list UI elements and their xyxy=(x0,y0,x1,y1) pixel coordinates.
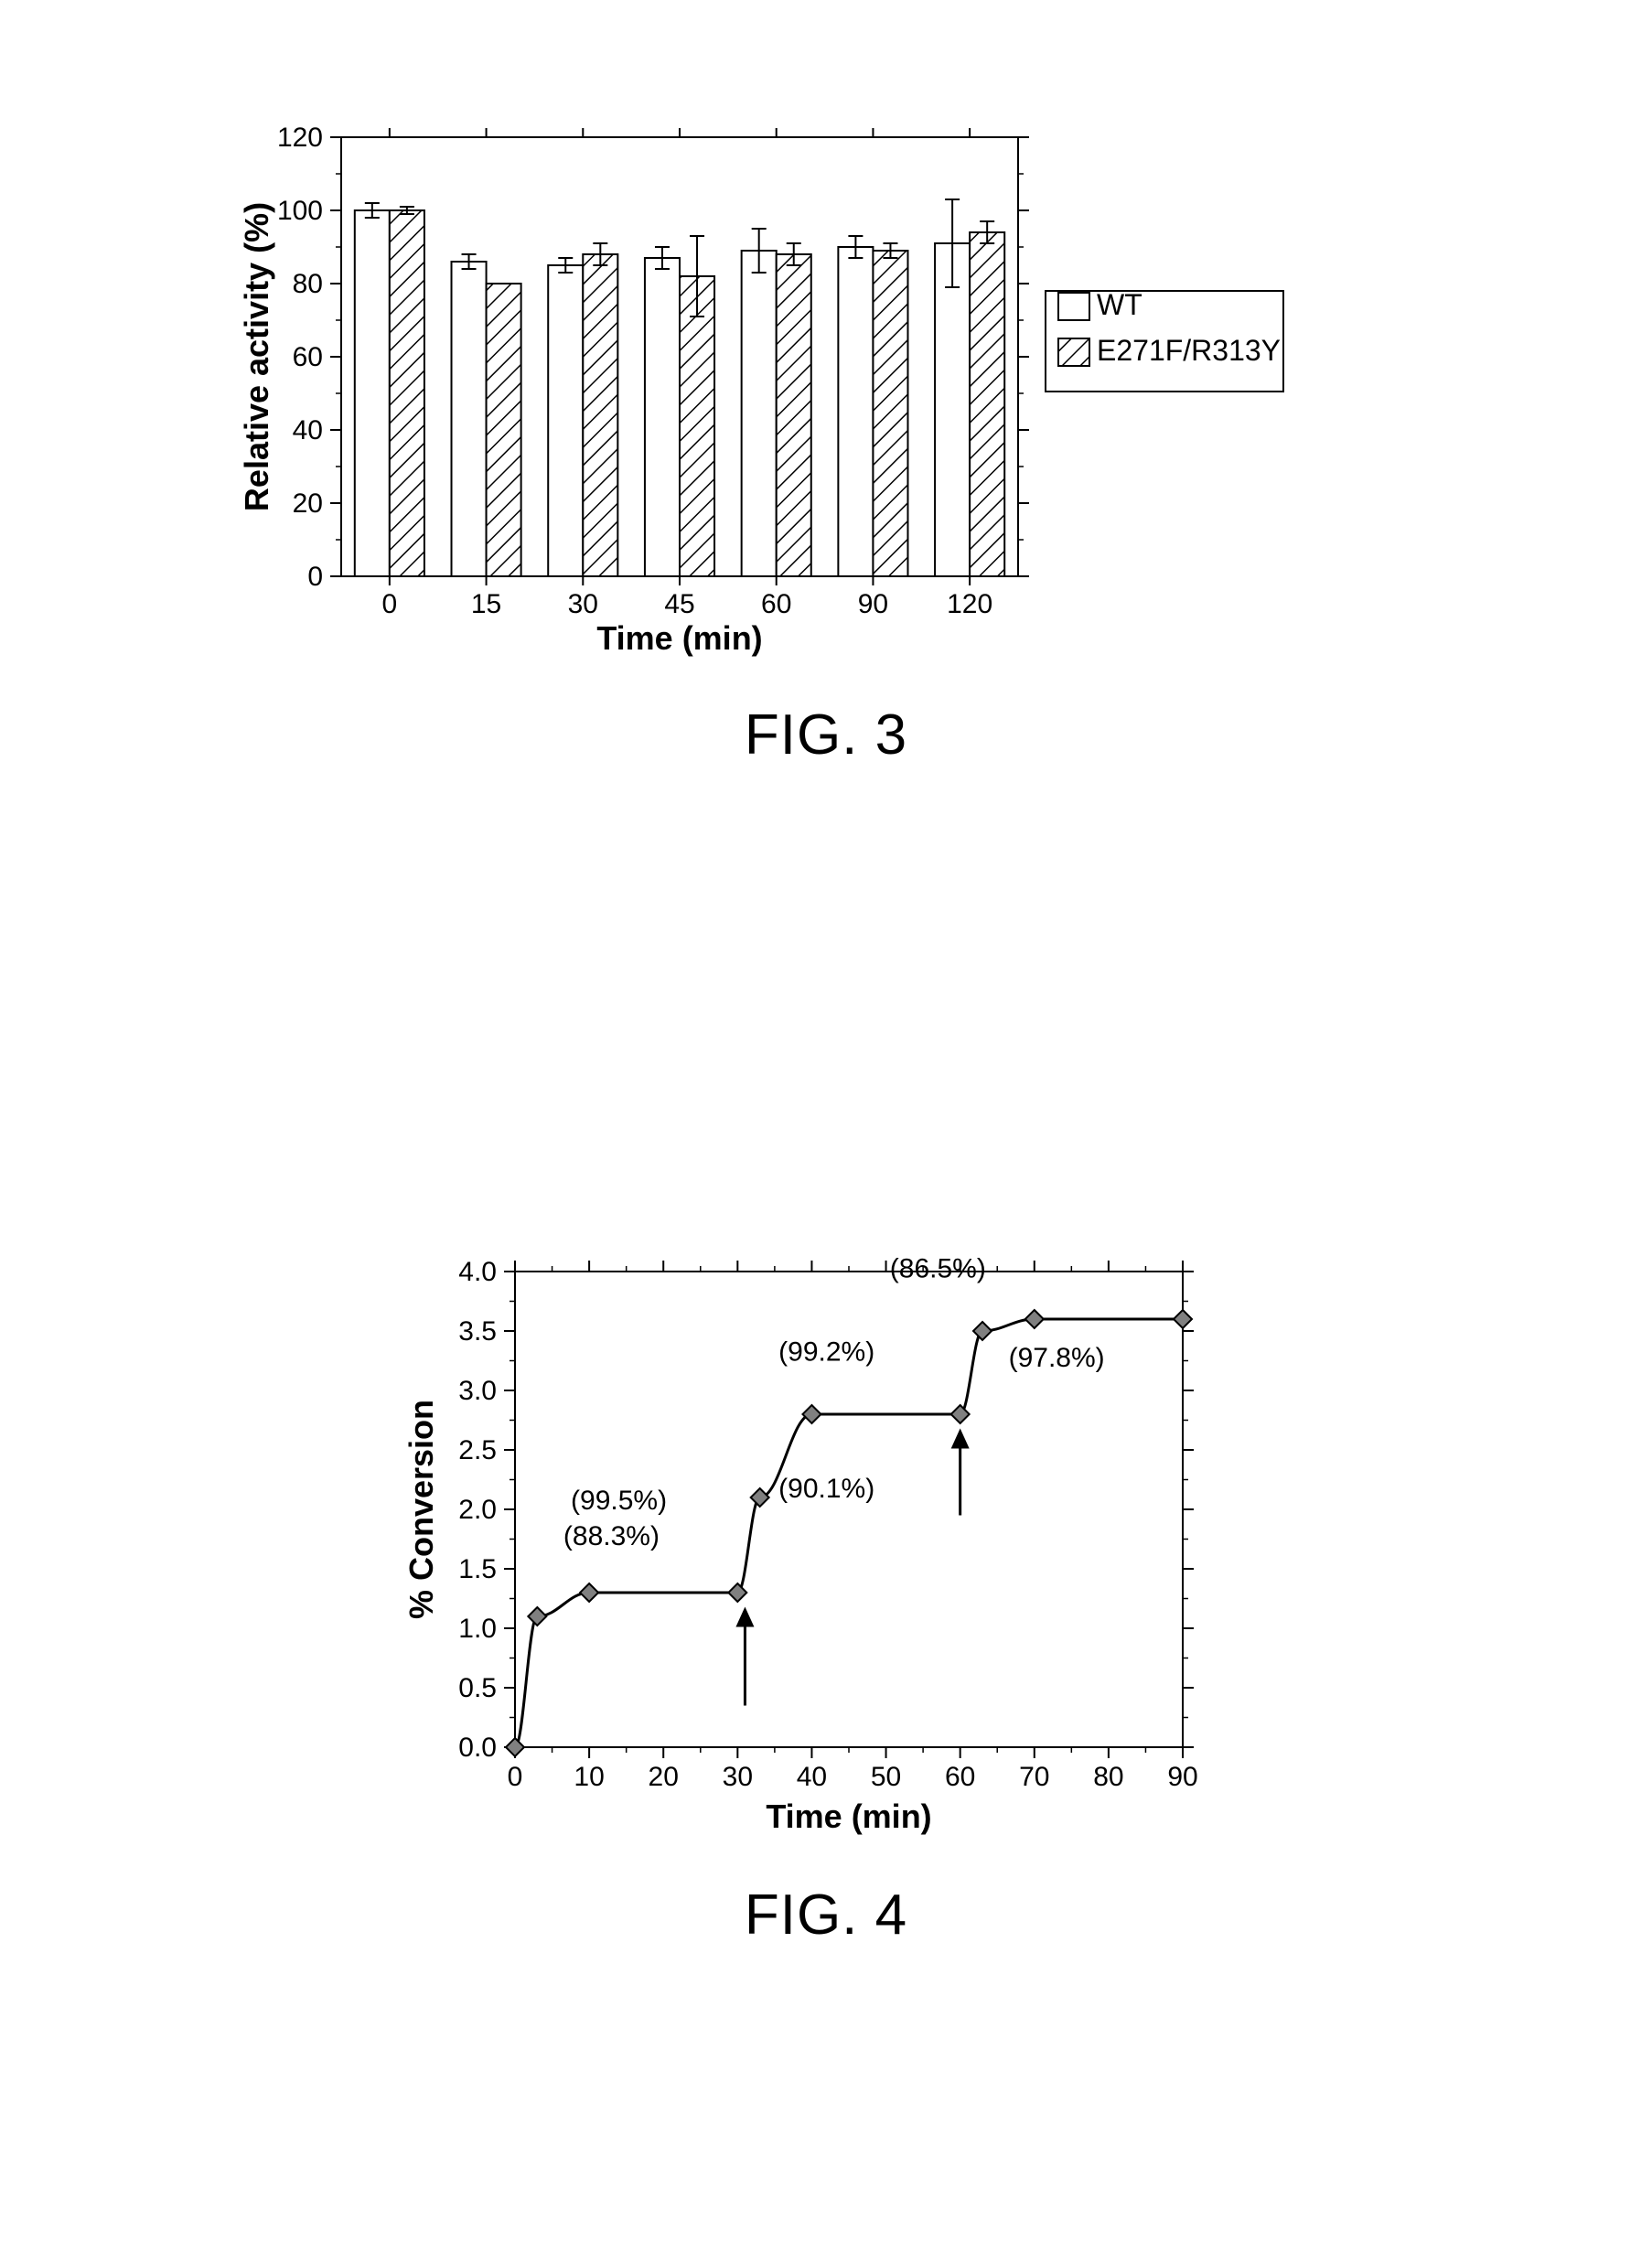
svg-text:0.0: 0.0 xyxy=(458,1733,497,1763)
svg-text:3.5: 3.5 xyxy=(458,1316,497,1347)
svg-text:(86.5%): (86.5%) xyxy=(890,1254,986,1284)
figure-4: 0.0 0.5 1.0 1.5 2.0 2.5 3.0 3.5 4.0 0 10 20 30 40 50 60… xyxy=(396,1217,1256,1948)
figure-3: 0 20 40 60 80 100 120 0 15 30 45 60 90 120 Time (min) R… xyxy=(231,110,1421,767)
svg-text:3.0: 3.0 xyxy=(458,1376,497,1406)
svg-text:0: 0 xyxy=(508,1762,523,1792)
svg-text:60: 60 xyxy=(761,589,791,619)
svg-text:90: 90 xyxy=(1167,1762,1197,1792)
svg-text:Time (min): Time (min) xyxy=(596,619,762,657)
svg-text:4.0: 4.0 xyxy=(458,1257,497,1287)
svg-text:1.5: 1.5 xyxy=(458,1554,497,1584)
bar-chart-fig3: 0 20 40 60 80 100 120 0 15 30 45 60 90 120 Time (min) R… xyxy=(231,110,1421,677)
caption-fig3: FIG. 3 xyxy=(231,703,1421,767)
caption-fig4: FIG. 4 xyxy=(396,1883,1256,1948)
svg-text:0: 0 xyxy=(382,589,398,619)
svg-text:90: 90 xyxy=(858,589,888,619)
svg-text:70: 70 xyxy=(1019,1762,1049,1792)
svg-text:60: 60 xyxy=(945,1762,975,1792)
svg-text:30: 30 xyxy=(723,1762,753,1792)
svg-text:WT: WT xyxy=(1097,288,1142,321)
svg-text:120: 120 xyxy=(277,123,323,153)
svg-text:0: 0 xyxy=(307,562,323,592)
svg-text:(97.8%): (97.8%) xyxy=(1009,1343,1105,1373)
svg-text:(90.1%): (90.1%) xyxy=(778,1474,874,1504)
svg-text:60: 60 xyxy=(293,342,323,372)
svg-text:2.0: 2.0 xyxy=(458,1495,497,1525)
svg-text:(99.2%): (99.2%) xyxy=(778,1337,874,1368)
svg-text:10: 10 xyxy=(574,1762,604,1792)
svg-text:(88.3%): (88.3%) xyxy=(563,1521,660,1551)
svg-text:Time (min): Time (min) xyxy=(766,1798,931,1835)
svg-text:45: 45 xyxy=(664,589,694,619)
svg-text:80: 80 xyxy=(293,269,323,299)
svg-text:20: 20 xyxy=(293,488,323,519)
svg-text:% Conversion: % Conversion xyxy=(402,1400,440,1619)
svg-text:1.0: 1.0 xyxy=(458,1614,497,1644)
svg-text:0.5: 0.5 xyxy=(458,1673,497,1703)
svg-text:120: 120 xyxy=(947,589,992,619)
svg-text:2.5: 2.5 xyxy=(458,1435,497,1465)
line-chart-fig4: 0.0 0.5 1.0 1.5 2.0 2.5 3.0 3.5 4.0 0 10 20 30 40 50 60… xyxy=(396,1217,1256,1857)
svg-text:30: 30 xyxy=(568,589,598,619)
svg-text:40: 40 xyxy=(797,1762,827,1792)
svg-text:20: 20 xyxy=(649,1762,679,1792)
svg-text:100: 100 xyxy=(277,196,323,226)
svg-text:40: 40 xyxy=(293,415,323,445)
svg-text:15: 15 xyxy=(471,589,501,619)
svg-text:50: 50 xyxy=(871,1762,901,1792)
svg-text:80: 80 xyxy=(1093,1762,1123,1792)
svg-text:Relative activity (%): Relative activity (%) xyxy=(238,202,275,511)
svg-text:(99.5%): (99.5%) xyxy=(571,1486,667,1516)
svg-text:E271F/R313Y: E271F/R313Y xyxy=(1097,334,1281,367)
